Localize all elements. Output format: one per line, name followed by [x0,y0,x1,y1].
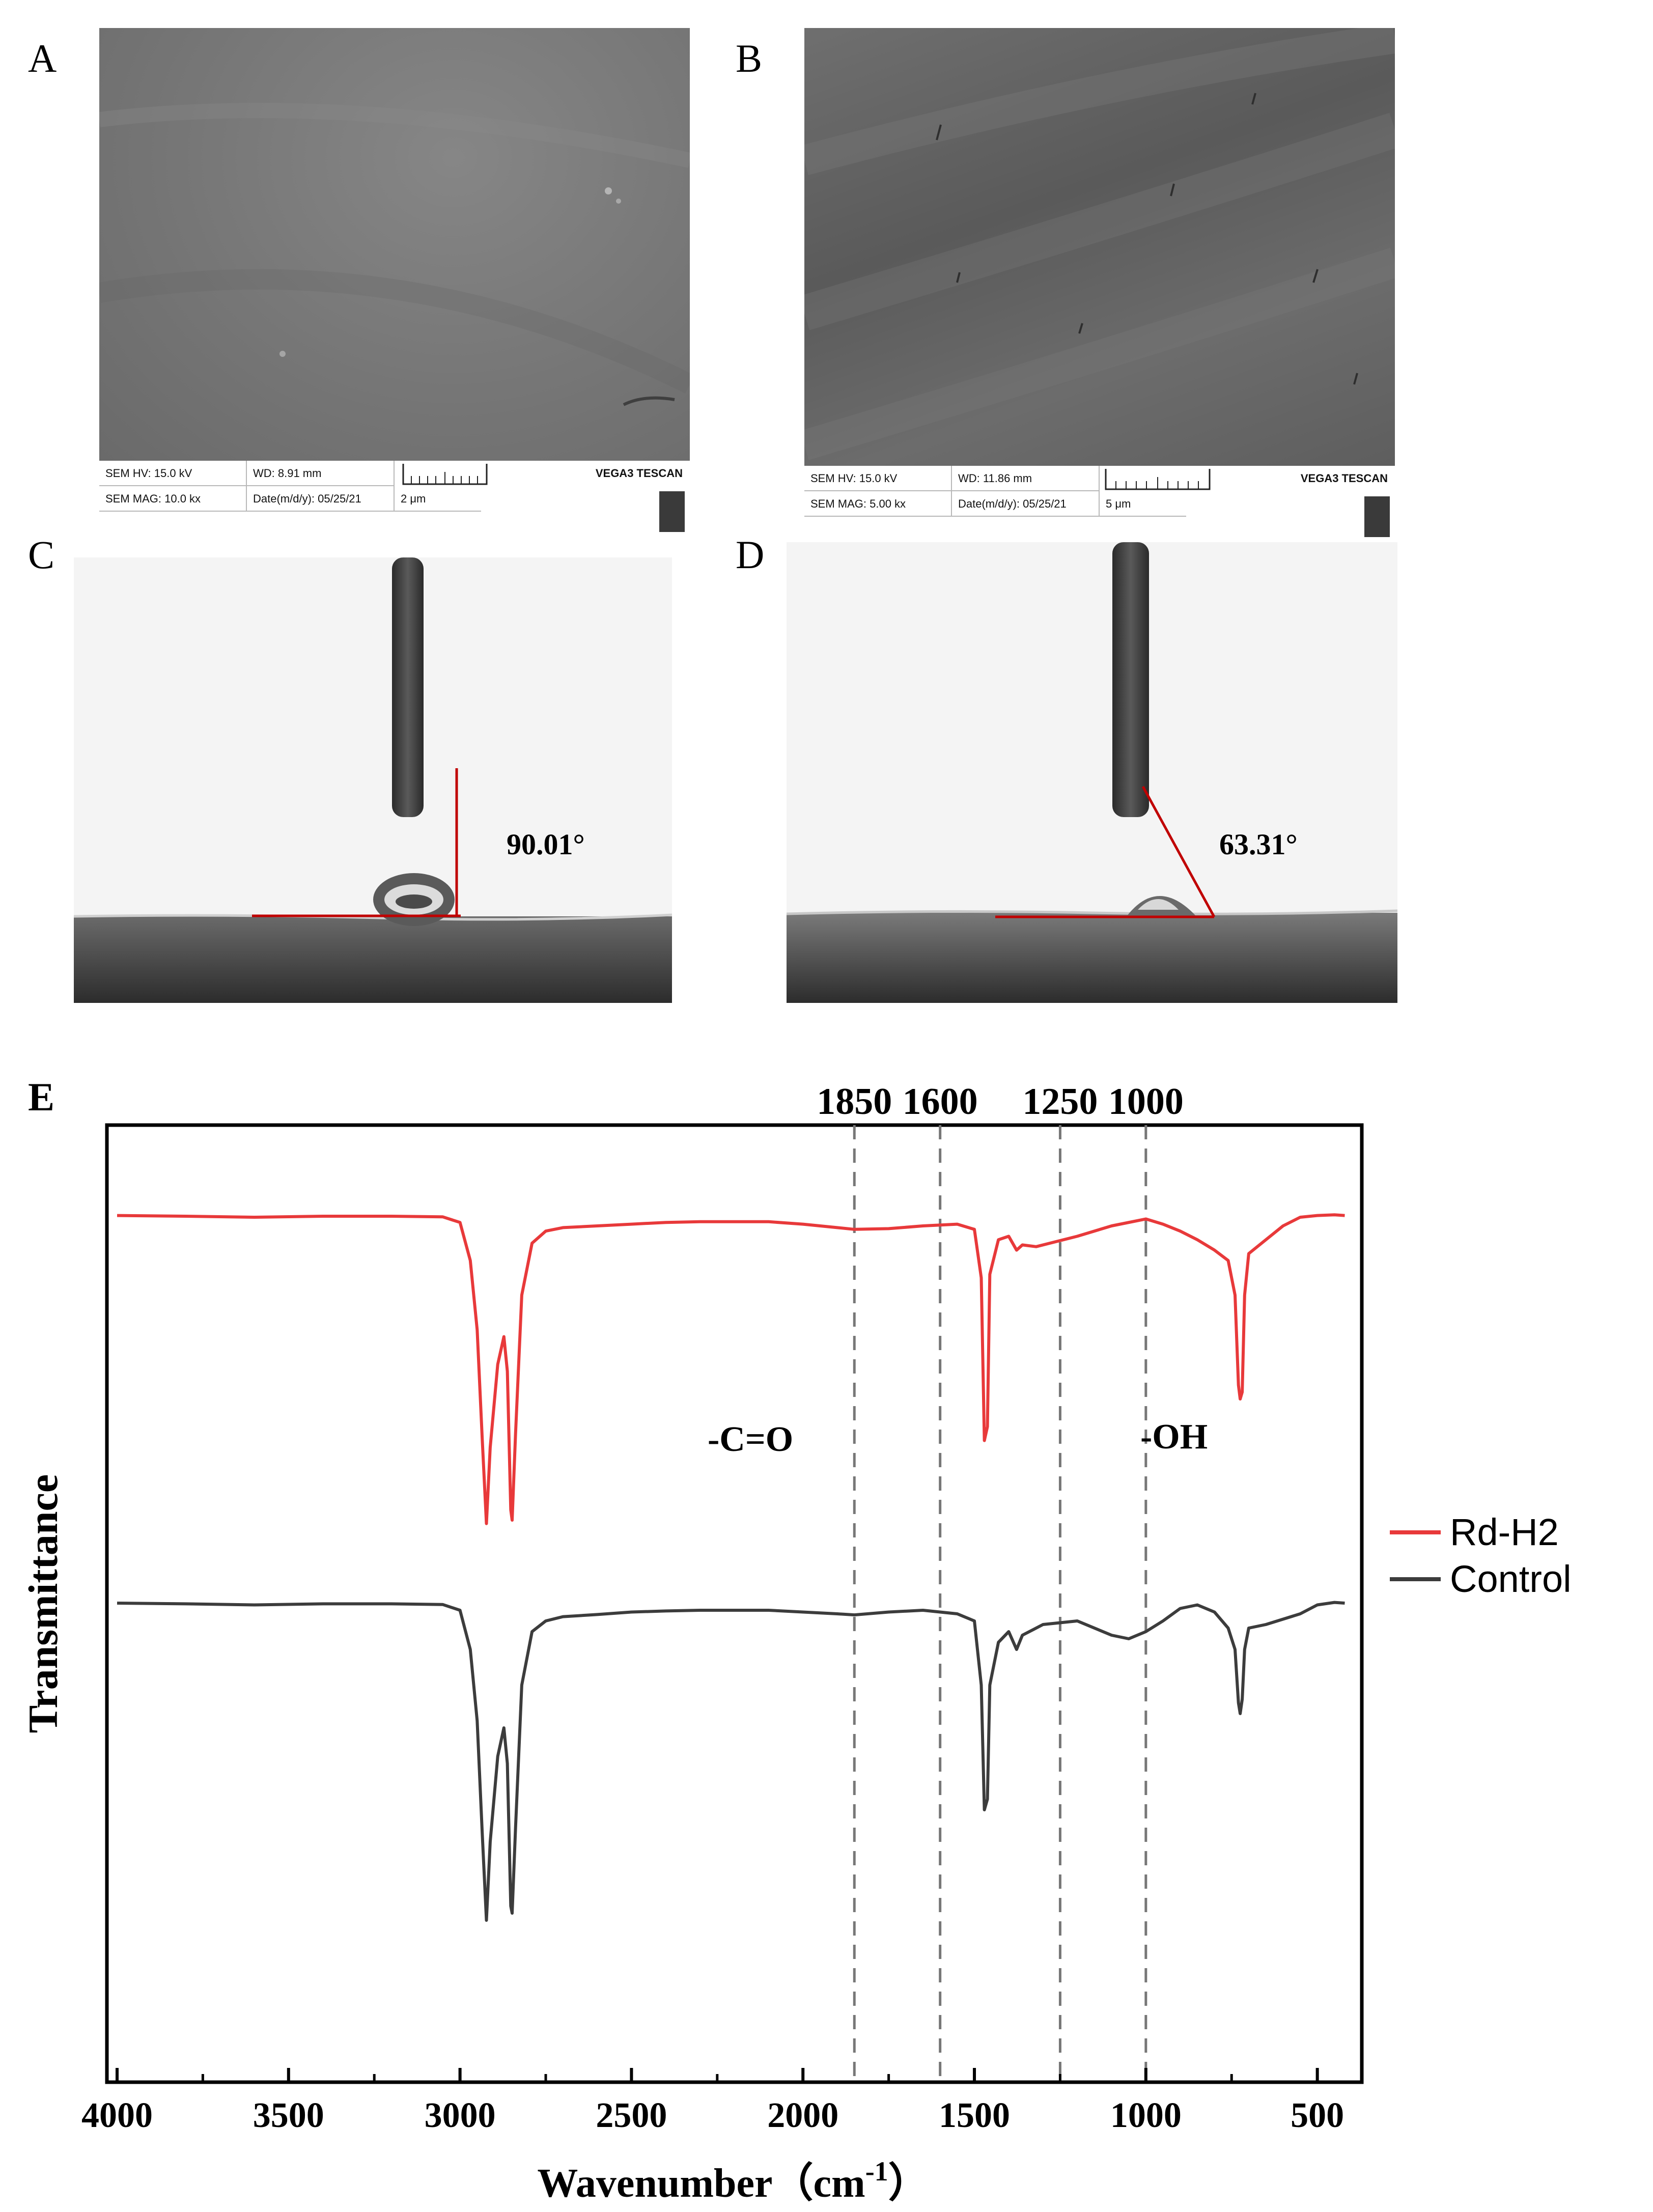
x-tick-label-4000: 4000 [81,2096,153,2135]
needle-icon [1112,542,1149,817]
y-axis-label: Transmittance [20,1474,66,1733]
panel-label-b: B [736,36,763,80]
substrate [74,916,672,1003]
needle-icon [392,557,424,817]
reference-label-1250: 1250 [1022,1081,1098,1123]
sem-wd: WD: 11.86 mm [952,466,1100,491]
ftir-chart: 1850 1600 1250 1000 4000 3500 3000 2500 2000 150… [20,1081,1572,2206]
tangent-line [1141,786,1216,918]
x-tick-label-2000: 2000 [767,2096,838,2135]
x-tick-label-1000: 1000 [1110,2096,1182,2135]
droplet-scene-c [74,557,672,1003]
contact-angle-image-d [787,542,1397,1003]
sem-image-a: SEM HV: 15.0 kV WD: 8.91 mm SEM MAG: 10.… [99,28,690,537]
series-line-control [117,1601,1345,1922]
sem-info-bar-b: SEM HV: 15.0 kV WD: 11.86 mm SEM MAG: 5.… [804,466,1395,542]
x-tick-label-1500: 1500 [939,2096,1010,2135]
reference-label-1600: 1600 [903,1081,978,1123]
contact-angle-value-d: 63.31° [1219,828,1298,861]
contact-angle-value-c: 90.01° [507,828,585,861]
panel-label-a: A [28,36,57,80]
sem-brand: VEGA3 TESCAN [1300,472,1388,485]
x-axis-label-main: Wavenumber（cm [537,2161,865,2206]
x-tick-label-500: 500 [1291,2096,1344,2135]
sem-texture-a [99,103,690,406]
sem-image-b: SEM HV: 15.0 kV WD: 11.86 mm SEM MAG: 5.… [804,28,1395,542]
sem-mag: SEM MAG: 10.0 kx [99,486,247,512]
annotation-carbonyl: -C=O [708,1420,793,1459]
x-axis-label: Wavenumber（cm-1） [537,2156,929,2206]
legend-label-rd-h2: Rd-H2 [1450,1511,1559,1553]
sem-surface-b [804,28,1395,466]
contact-angle-image-c [74,557,672,1003]
sem-mag: SEM MAG: 5.00 kx [804,491,952,517]
x-tick-label-2500: 2500 [596,2096,667,2135]
scale-bar-icon [1105,469,1211,490]
x-tick-label-3000: 3000 [425,2096,496,2135]
plot-frame [105,1123,1364,2084]
sem-scale-label: 5 μm [1100,491,1186,517]
reference-label-1000: 1000 [1108,1081,1184,1123]
sem-scale-label: 2 μm [395,486,481,512]
sem-date: Date(m/d/y): 05/25/21 [247,486,395,512]
legend-label-control: Control [1450,1558,1572,1600]
tescan-logo-icon [659,491,685,532]
sem-wd: WD: 8.91 mm [247,461,395,486]
x-axis-label-close: ） [888,2161,929,2206]
sem-hv: SEM HV: 15.0 kV [99,461,247,486]
tescan-logo-icon [1364,496,1390,537]
sem-date: Date(m/d/y): 05/25/21 [952,491,1100,517]
panel-label-e: E [28,1075,55,1119]
reference-label-1850: 1850 [817,1081,892,1123]
panel-label-c: C [28,533,55,577]
sem-surface-a [99,28,690,461]
droplet-scene-d [787,542,1397,1003]
legend: Rd-H2 Control [1390,1511,1572,1600]
series-line-rd-h2 [117,1213,1345,1525]
x-axis-label-sup: -1 [865,2156,888,2187]
x-tick-label-3500: 3500 [253,2096,324,2135]
substrate [787,913,1397,1003]
scale-bar-icon [402,464,488,485]
sem-hv: SEM HV: 15.0 kV [804,466,952,491]
sem-info-bar-a: SEM HV: 15.0 kV WD: 8.91 mm SEM MAG: 10.… [99,461,690,537]
panel-label-d: D [736,533,765,577]
sem-texture-b [804,28,1395,460]
annotation-hydroxyl: -OH [1140,1417,1208,1457]
sem-brand: VEGA3 TESCAN [595,467,683,480]
